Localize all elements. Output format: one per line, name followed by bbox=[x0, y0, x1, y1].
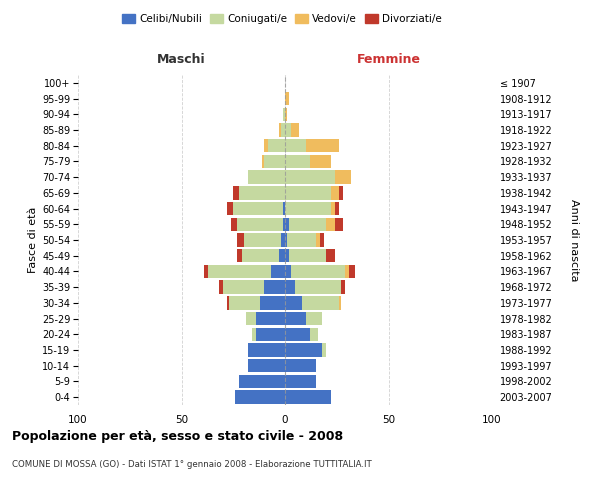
Bar bbox=[320, 234, 325, 246]
Text: COMUNE DI MOSSA (GO) - Dati ISTAT 1° gennaio 2008 - Elaborazione TUTTITALIA.IT: COMUNE DI MOSSA (GO) - Dati ISTAT 1° gen… bbox=[12, 460, 372, 469]
Bar bbox=[265, 155, 285, 168]
Bar bbox=[285, 359, 316, 372]
Y-axis label: Anni di nascita: Anni di nascita bbox=[569, 198, 579, 281]
Bar bbox=[248, 344, 285, 356]
Bar bbox=[281, 124, 285, 136]
Bar bbox=[285, 344, 322, 356]
Bar bbox=[271, 264, 285, 278]
Bar bbox=[235, 390, 285, 404]
Bar bbox=[256, 312, 285, 325]
Text: Maschi: Maschi bbox=[157, 54, 206, 66]
Bar bbox=[285, 312, 306, 325]
Bar bbox=[310, 328, 318, 341]
Bar bbox=[285, 218, 289, 231]
Bar bbox=[291, 264, 345, 278]
Bar bbox=[245, 312, 256, 325]
Bar bbox=[285, 280, 295, 294]
Bar bbox=[227, 202, 233, 215]
Bar bbox=[335, 202, 339, 215]
Bar bbox=[306, 312, 322, 325]
Bar bbox=[248, 170, 285, 184]
Bar bbox=[219, 280, 223, 294]
Bar bbox=[239, 186, 285, 200]
Bar bbox=[306, 139, 339, 152]
Bar bbox=[238, 218, 283, 231]
Bar bbox=[279, 249, 285, 262]
Bar bbox=[289, 249, 326, 262]
Bar bbox=[287, 234, 316, 246]
Bar bbox=[233, 202, 283, 215]
Bar bbox=[285, 390, 331, 404]
Bar bbox=[208, 264, 271, 278]
Bar bbox=[283, 218, 285, 231]
Bar bbox=[233, 186, 239, 200]
Text: Femmine: Femmine bbox=[356, 54, 421, 66]
Bar bbox=[349, 264, 355, 278]
Bar bbox=[310, 155, 331, 168]
Legend: Celibi/Nubili, Coniugati/e, Vedovi/e, Divorziati/e: Celibi/Nubili, Coniugati/e, Vedovi/e, Di… bbox=[118, 10, 446, 29]
Bar bbox=[285, 155, 310, 168]
Bar bbox=[295, 280, 341, 294]
Bar bbox=[285, 124, 291, 136]
Bar bbox=[302, 296, 339, 310]
Bar bbox=[242, 249, 279, 262]
Bar bbox=[285, 249, 289, 262]
Bar bbox=[268, 139, 285, 152]
Bar bbox=[291, 124, 299, 136]
Bar bbox=[335, 218, 343, 231]
Bar bbox=[285, 264, 291, 278]
Bar bbox=[223, 280, 265, 294]
Bar bbox=[283, 202, 285, 215]
Bar bbox=[335, 170, 351, 184]
Bar bbox=[316, 234, 320, 246]
Bar bbox=[285, 202, 331, 215]
Bar bbox=[339, 296, 341, 310]
Bar bbox=[229, 296, 260, 310]
Bar bbox=[341, 280, 345, 294]
Bar bbox=[204, 264, 208, 278]
Bar bbox=[285, 139, 306, 152]
Bar bbox=[326, 249, 335, 262]
Bar bbox=[262, 155, 265, 168]
Text: Popolazione per età, sesso e stato civile - 2008: Popolazione per età, sesso e stato civil… bbox=[12, 430, 343, 443]
Bar bbox=[339, 186, 343, 200]
Bar bbox=[244, 234, 281, 246]
Bar bbox=[238, 234, 244, 246]
Bar bbox=[256, 328, 285, 341]
Bar bbox=[345, 264, 349, 278]
Bar bbox=[260, 296, 285, 310]
Y-axis label: Fasce di età: Fasce di età bbox=[28, 207, 38, 273]
Bar bbox=[248, 359, 285, 372]
Bar bbox=[285, 170, 335, 184]
Bar bbox=[252, 328, 256, 341]
Bar bbox=[285, 328, 310, 341]
Bar bbox=[285, 375, 316, 388]
Bar bbox=[231, 218, 238, 231]
Bar bbox=[239, 375, 285, 388]
Bar bbox=[331, 186, 339, 200]
Bar bbox=[227, 296, 229, 310]
Bar bbox=[279, 124, 281, 136]
Bar bbox=[289, 218, 326, 231]
Bar bbox=[281, 234, 285, 246]
Bar bbox=[265, 280, 285, 294]
Bar bbox=[238, 249, 242, 262]
Bar bbox=[322, 344, 326, 356]
Bar bbox=[326, 218, 335, 231]
Bar bbox=[285, 92, 289, 106]
Bar bbox=[283, 108, 285, 121]
Bar bbox=[265, 139, 268, 152]
Bar bbox=[285, 108, 287, 121]
Bar bbox=[285, 234, 287, 246]
Bar bbox=[285, 296, 302, 310]
Bar bbox=[331, 202, 335, 215]
Bar bbox=[285, 186, 331, 200]
